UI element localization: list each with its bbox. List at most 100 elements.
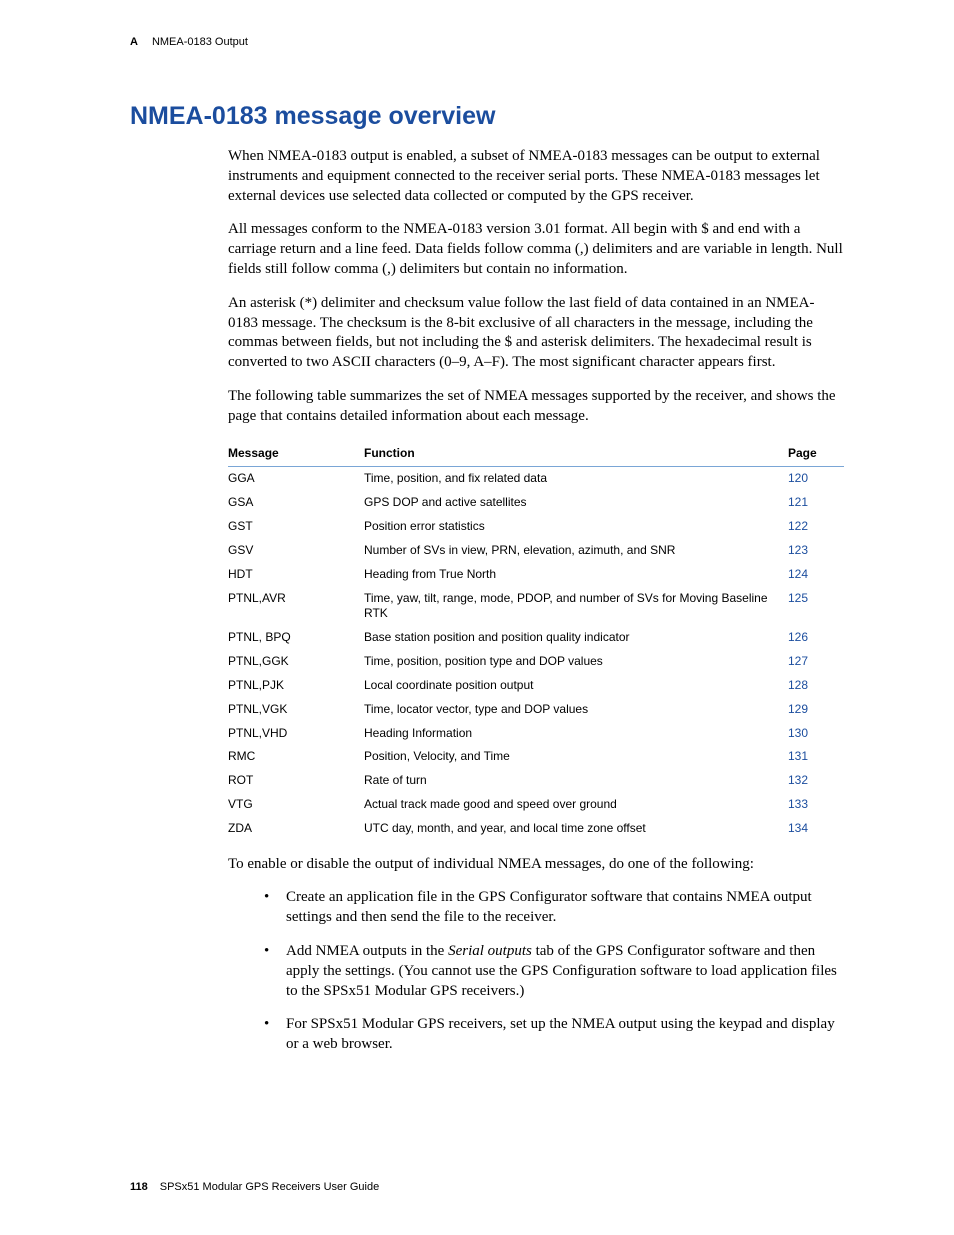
table-row: PTNL, BPQBase station position and posit… [228, 626, 844, 650]
paragraph: All messages conform to the NMEA-0183 ve… [228, 220, 844, 279]
cell-page: 132 [788, 769, 844, 793]
page-link[interactable]: 122 [788, 519, 808, 533]
running-header-title: NMEA-0183 Output [152, 36, 248, 48]
cell-message: PTNL,VHD [228, 722, 364, 746]
cell-page: 124 [788, 563, 844, 587]
cell-function: Time, yaw, tilt, range, mode, PDOP, and … [364, 587, 788, 627]
cell-message: RMC [228, 745, 364, 769]
table-header-row: Message Function Page [228, 441, 844, 467]
cell-page: 133 [788, 793, 844, 817]
cell-page: 125 [788, 587, 844, 627]
page-link[interactable]: 134 [788, 821, 808, 835]
list-item-emphasis: Serial outputs [448, 943, 532, 959]
cell-function: GPS DOP and active satellites [364, 491, 788, 515]
cell-function: Position error statistics [364, 515, 788, 539]
cell-page: 123 [788, 539, 844, 563]
running-header: A NMEA-0183 Output [130, 36, 844, 48]
cell-function: Time, position, and fix related data [364, 467, 788, 491]
page-link[interactable]: 123 [788, 543, 808, 557]
paragraph: An asterisk (*) delimiter and checksum v… [228, 294, 844, 373]
book-title: SPSx51 Modular GPS Receivers User Guide [160, 1181, 379, 1193]
section-heading: NMEA-0183 message overview [130, 102, 844, 131]
table-row: PTNL,PJKLocal coordinate position output… [228, 674, 844, 698]
actions-list: Create an application file in the GPS Co… [258, 888, 844, 1055]
cell-function: Base station position and position quali… [364, 626, 788, 650]
table-row: HDTHeading from True North124 [228, 563, 844, 587]
table-row: GSVNumber of SVs in view, PRN, elevation… [228, 539, 844, 563]
cell-page: 127 [788, 650, 844, 674]
table-row: GGATime, position, and fix related data1… [228, 467, 844, 491]
document-page: A NMEA-0183 Output NMEA-0183 message over… [0, 0, 954, 1235]
cell-page: 120 [788, 467, 844, 491]
cell-message: ZDA [228, 817, 364, 841]
col-header-message: Message [228, 441, 364, 467]
cell-message: ROT [228, 769, 364, 793]
cell-page: 128 [788, 674, 844, 698]
page-link[interactable]: 124 [788, 567, 808, 581]
page-link[interactable]: 126 [788, 630, 808, 644]
page-link[interactable]: 125 [788, 591, 808, 605]
cell-message: GST [228, 515, 364, 539]
page-link[interactable]: 133 [788, 797, 808, 811]
cell-message: PTNL,PJK [228, 674, 364, 698]
table-row: ZDAUTC day, month, and year, and local t… [228, 817, 844, 841]
page-number: 118 [130, 1181, 148, 1193]
appendix-letter: A [130, 36, 138, 48]
cell-message: PTNL,GGK [228, 650, 364, 674]
page-link[interactable]: 120 [788, 471, 808, 485]
nmea-messages-table: Message Function Page GGATime, position,… [228, 441, 844, 841]
cell-page: 131 [788, 745, 844, 769]
cell-function: Time, position, position type and DOP va… [364, 650, 788, 674]
list-item-text: Create an application file in the GPS Co… [286, 889, 812, 925]
cell-page: 121 [788, 491, 844, 515]
cell-function: Position, Velocity, and Time [364, 745, 788, 769]
cell-function: Actual track made good and speed over gr… [364, 793, 788, 817]
cell-message: HDT [228, 563, 364, 587]
col-header-page: Page [788, 441, 844, 467]
cell-message: GSA [228, 491, 364, 515]
page-link[interactable]: 127 [788, 654, 808, 668]
paragraph: When NMEA-0183 output is enabled, a subs… [228, 147, 844, 206]
page-link[interactable]: 129 [788, 702, 808, 716]
cell-message: GGA [228, 467, 364, 491]
table-row: PTNL,VGKTime, locator vector, type and D… [228, 698, 844, 722]
cell-function: Time, locator vector, type and DOP value… [364, 698, 788, 722]
list-item: For SPSx51 Modular GPS receivers, set up… [258, 1015, 844, 1055]
page-link[interactable]: 121 [788, 495, 808, 509]
list-item: Create an application file in the GPS Co… [258, 888, 844, 928]
cell-page: 134 [788, 817, 844, 841]
col-header-function: Function [364, 441, 788, 467]
cell-message: PTNL, BPQ [228, 626, 364, 650]
page-link[interactable]: 128 [788, 678, 808, 692]
body-content: When NMEA-0183 output is enabled, a subs… [228, 147, 844, 1055]
cell-message: PTNL,VGK [228, 698, 364, 722]
table-row: PTNL,VHDHeading Information130 [228, 722, 844, 746]
table-row: GSTPosition error statistics122 [228, 515, 844, 539]
table-row: PTNL,AVRTime, yaw, tilt, range, mode, PD… [228, 587, 844, 627]
cell-message: VTG [228, 793, 364, 817]
paragraph: The following table summarizes the set o… [228, 387, 844, 427]
page-link[interactable]: 132 [788, 773, 808, 787]
cell-message: GSV [228, 539, 364, 563]
cell-page: 122 [788, 515, 844, 539]
list-item: Add NMEA outputs in the Serial outputs t… [258, 942, 844, 1001]
cell-function: Local coordinate position output [364, 674, 788, 698]
cell-message: PTNL,AVR [228, 587, 364, 627]
list-item-text: Add NMEA outputs in the [286, 943, 448, 959]
paragraph: To enable or disable the output of indiv… [228, 855, 844, 875]
cell-function: Heading Information [364, 722, 788, 746]
table-body: GGATime, position, and fix related data1… [228, 467, 844, 841]
page-link[interactable]: 130 [788, 726, 808, 740]
cell-page: 126 [788, 626, 844, 650]
page-link[interactable]: 131 [788, 749, 808, 763]
list-item-text: For SPSx51 Modular GPS receivers, set up… [286, 1016, 835, 1052]
cell-function: Rate of turn [364, 769, 788, 793]
cell-page: 130 [788, 722, 844, 746]
page-footer: 118 SPSx51 Modular GPS Receivers User Gui… [130, 1181, 379, 1193]
cell-function: Heading from True North [364, 563, 788, 587]
table-row: RMCPosition, Velocity, and Time131 [228, 745, 844, 769]
table-row: ROTRate of turn132 [228, 769, 844, 793]
cell-function: Number of SVs in view, PRN, elevation, a… [364, 539, 788, 563]
table-row: PTNL,GGKTime, position, position type an… [228, 650, 844, 674]
cell-page: 129 [788, 698, 844, 722]
